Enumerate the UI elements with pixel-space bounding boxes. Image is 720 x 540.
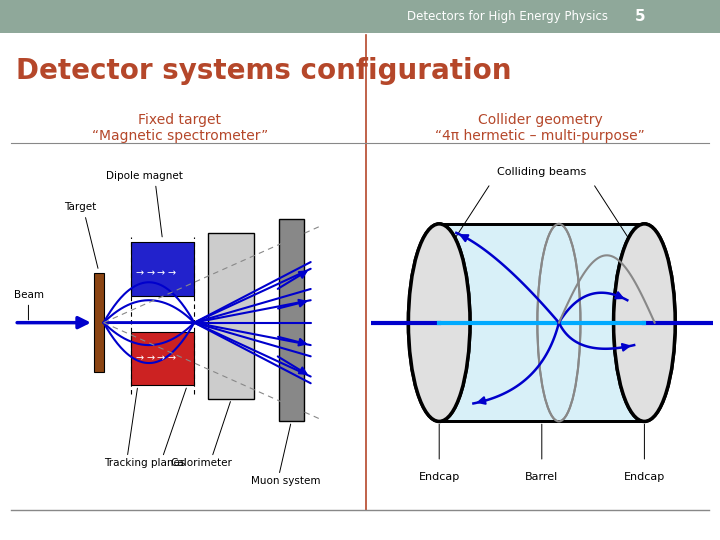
- Bar: [279, 219, 304, 421]
- Text: “4π hermetic – multi-purpose”: “4π hermetic – multi-purpose”: [435, 129, 645, 143]
- Ellipse shape: [613, 224, 675, 421]
- Bar: [131, 242, 194, 296]
- Text: →: →: [146, 268, 154, 278]
- Text: Barrel: Barrel: [525, 472, 559, 482]
- Bar: [439, 224, 644, 421]
- Text: →: →: [157, 354, 165, 363]
- Text: Tracking planes: Tracking planes: [104, 458, 186, 468]
- Bar: [0, 0, 720, 33]
- Text: →: →: [167, 268, 176, 278]
- Text: 5: 5: [635, 9, 646, 24]
- Text: →: →: [146, 354, 154, 363]
- Text: “Magnetic spectrometer”: “Magnetic spectrometer”: [92, 129, 268, 143]
- Text: →: →: [157, 268, 165, 278]
- Bar: [131, 332, 194, 386]
- Text: Collider geometry: Collider geometry: [477, 113, 603, 127]
- Ellipse shape: [408, 224, 470, 421]
- Text: →: →: [135, 268, 143, 278]
- Text: Dipole magnet: Dipole magnet: [107, 171, 184, 181]
- Text: Fixed target: Fixed target: [138, 113, 222, 127]
- Bar: [94, 273, 104, 372]
- Ellipse shape: [408, 224, 470, 421]
- Text: Colliding beams: Colliding beams: [498, 166, 586, 177]
- Text: Endcap: Endcap: [418, 472, 460, 482]
- Text: →: →: [135, 354, 143, 363]
- Text: Detectors for High Energy Physics: Detectors for High Energy Physics: [407, 10, 608, 23]
- Text: Endcap: Endcap: [624, 472, 665, 482]
- Text: →: →: [167, 354, 176, 363]
- Text: Target: Target: [63, 202, 96, 212]
- Text: Detector systems configuration: Detector systems configuration: [16, 57, 511, 85]
- Bar: [208, 233, 254, 399]
- Text: Muon system: Muon system: [251, 476, 320, 486]
- Text: Beam: Beam: [14, 290, 45, 300]
- Ellipse shape: [613, 224, 675, 421]
- Text: Calorimeter: Calorimeter: [171, 458, 233, 468]
